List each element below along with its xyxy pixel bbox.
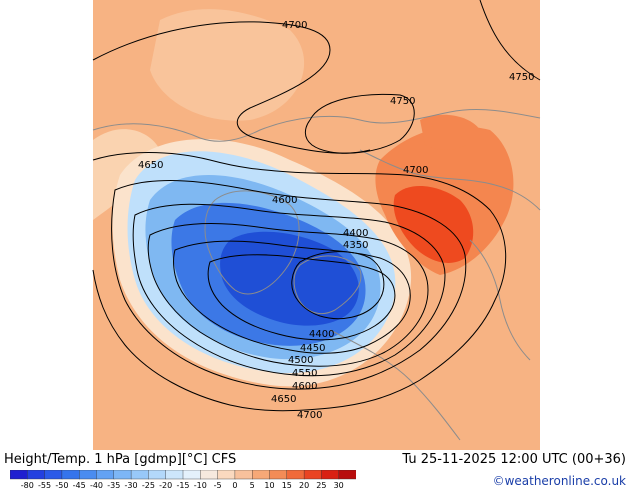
color-legend-tick-label: -55 [38, 481, 51, 490]
color-legend-tick-label: -25 [142, 481, 155, 490]
warm-hot-core [393, 185, 474, 263]
contour-label-group: 4700 4750 4750 4650 4700 4600 4400 4350 … [138, 20, 534, 421]
color-legend-tick-label: -30 [125, 481, 138, 490]
contour-4750-ne [479, 0, 541, 81]
color-legend-tick-label: 5 [250, 481, 255, 490]
color-legend-swatch [10, 470, 28, 480]
color-legend-swatch [200, 470, 219, 480]
color-legend-swatch [286, 470, 305, 480]
warm-strong-patch-north [420, 114, 480, 150]
contour-label: 4500 [288, 355, 313, 366]
coastline-siberia [359, 149, 541, 211]
valid-time: Tu 25-11-2025 12:00 UTC (00+36) [402, 452, 626, 467]
color-legend: -80 -55 -50 -45 -40 -35 -30 -25 -20 -15 -10 -5 0 5 10 1… [10, 470, 356, 490]
contour-label: 4750 [390, 96, 415, 107]
warm-light-patch-north [150, 9, 305, 121]
contour-label: 4400 [309, 329, 334, 340]
contour-4400 [207, 254, 396, 341]
color-legend-tick-label: -15 [176, 481, 189, 490]
weather-map: 4700 4750 4750 4650 4700 4600 4400 4350 … [92, 0, 541, 450]
color-legend-swatch [96, 470, 115, 480]
coastline-scandinavia [293, 255, 362, 314]
color-legend-swatch [269, 470, 288, 480]
color-legend-swatch [338, 470, 356, 480]
coastline-north [92, 109, 541, 142]
color-legend-swatch [148, 470, 167, 480]
color-legend-tick-label: 0 [232, 481, 237, 490]
color-legend-tick-label: -45 [73, 481, 86, 490]
map-field [93, 0, 540, 450]
contour-label: 4400 [343, 228, 368, 239]
contour-label: 4650 [138, 160, 163, 171]
contour-4550 [132, 203, 446, 377]
color-legend-tick-label: 25 [316, 481, 326, 490]
color-legend-swatch [182, 470, 201, 480]
height-contours [92, 0, 541, 412]
contour-4700-north [92, 21, 371, 154]
contour-label: 4700 [297, 410, 322, 421]
contour-4650 [92, 152, 507, 412]
contour-label: 4550 [292, 368, 317, 379]
color-legend-swatch [130, 470, 149, 480]
color-legend-swatches [10, 470, 356, 480]
color-legend-tick-label: 30 [334, 481, 344, 490]
contour-label: 4600 [272, 195, 297, 206]
color-legend-tick-label: -50 [55, 481, 68, 490]
color-legend-swatch [61, 470, 80, 480]
coastlines [92, 109, 541, 441]
contour-4350 [291, 251, 385, 320]
color-legend-swatch [44, 470, 63, 480]
contour-label: 4750 [509, 72, 534, 83]
color-legend-tick-label: 10 [264, 481, 274, 490]
color-legend-ticks: -80 -55 -50 -45 -40 -35 -30 -25 -20 -15 -10 -5 0 5 10 1… [21, 481, 344, 490]
color-legend-swatch [234, 470, 253, 480]
coastline-asia-east [469, 239, 531, 361]
map-footer: Height/Temp. 1 hPa [gdmp][°C] CFS Tu 25-… [0, 450, 634, 490]
contour-4600 [111, 180, 467, 390]
contour-label: 4350 [343, 240, 368, 251]
color-legend-tick-label: -40 [90, 481, 103, 490]
contour-4750-closed [304, 93, 415, 154]
color-legend-tick-label: -20 [159, 481, 172, 490]
color-legend-tick-label: 20 [299, 481, 309, 490]
color-legend-swatch [217, 470, 236, 480]
color-legend-swatch [78, 470, 98, 480]
color-legend-tick-label: -5 [214, 481, 222, 490]
contour-4450 [173, 240, 411, 354]
color-legend-swatch [321, 470, 340, 480]
coastline-europe [329, 329, 461, 441]
color-legend-swatch [113, 470, 132, 480]
color-legend-tick-label: -35 [107, 481, 120, 490]
color-legend-tick-label: 15 [282, 481, 292, 490]
credit-text: ©weatheronline.co.uk [492, 474, 626, 488]
contour-label: 4700 [282, 20, 307, 31]
color-legend-swatch [165, 470, 184, 480]
color-legend-swatch [251, 470, 271, 480]
contour-4500 [147, 223, 429, 367]
color-legend-tick-label: -80 [21, 481, 34, 490]
color-legend-swatch [303, 470, 323, 480]
color-legend-tick-label: -10 [194, 481, 207, 490]
contour-label: 4650 [271, 394, 296, 405]
contour-label: 4450 [300, 343, 325, 354]
map-title: Height/Temp. 1 hPa [gdmp][°C] CFS [4, 452, 237, 467]
coastline-greenland [204, 190, 300, 295]
contour-label: 4700 [403, 165, 428, 176]
contour-label: 4600 [292, 381, 317, 392]
color-legend-swatch [27, 470, 46, 480]
